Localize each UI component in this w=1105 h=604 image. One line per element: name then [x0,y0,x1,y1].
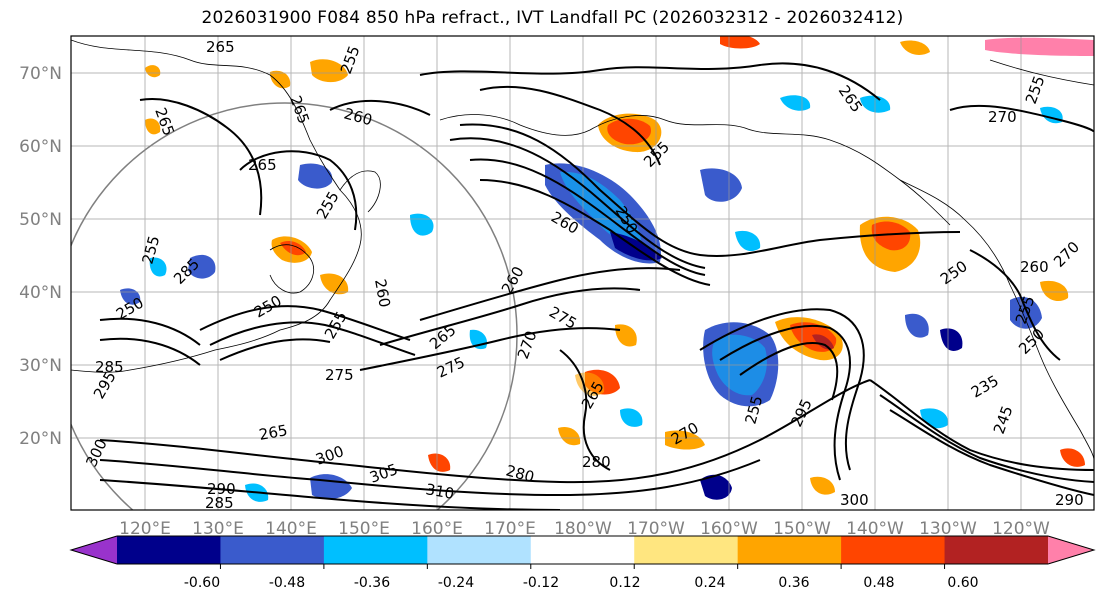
contour-label: 290 [207,480,236,498]
contour-label: 270 [988,108,1017,126]
colorbar-tick-label: 0.12 [609,575,640,591]
lon-label-140w: 140°W [846,519,904,539]
colorbar-segment [841,536,946,564]
lat-label-30n: 30°N [19,356,62,376]
colorbar-segment [427,536,532,564]
colorbar-segment [737,536,842,564]
lon-label-150e: 150°E [338,519,390,539]
lon-label-180w: 180°W [554,519,612,539]
lon-label-170e: 170°E [484,519,536,539]
landfall-region-circle [71,102,518,510]
colorbar-segment [634,536,739,564]
lon-label-120e: 120°E [119,519,171,539]
contour-label: 260 [1020,258,1049,276]
lat-label-50n: 50°N [19,210,62,230]
contour-label: 265 [248,156,277,174]
colorbar: -0.60 -0.48 -0.36 -0.24 -0.12 0.12 0.24 … [69,535,1096,591]
lon-label-130w: 130°W [919,519,977,539]
latitude-labels: 70°N 60°N 50°N 40°N 30°N 20°N [19,64,62,449]
lat-label-20n: 20°N [19,429,62,449]
contour-label: 265 [206,38,235,56]
contour-lines [99,62,1094,510]
lat-label-60n: 60°N [19,137,62,157]
lat-label-40n: 40°N [19,283,62,303]
colorbar-tick-label: -0.12 [523,575,559,591]
contour-label: 300 [840,491,869,509]
colorbar-segment [944,536,1049,564]
lon-label-160w: 160°W [700,519,758,539]
lon-label-170w: 170°W [627,519,685,539]
colorbar-tick-label: 0.36 [778,575,809,591]
contour-label: 290 [1055,491,1084,509]
contour-label: 285 [95,358,124,376]
lon-label-150w: 150°W [773,519,831,539]
map-frame [70,35,1095,511]
colorbar-tick-label: 0.60 [947,575,978,591]
colorbar-tick-label: -0.36 [354,575,390,591]
colorbar-segment [530,536,635,564]
colorbar-tick-label: -0.60 [184,575,220,591]
lon-label-130e: 130°E [192,519,244,539]
lon-label-140e: 140°E [265,519,317,539]
colorbar-segment [117,536,221,564]
lat-label-70n: 70°N [19,64,62,84]
contour-label: 285 [205,494,234,512]
contour-label: 275 [325,366,354,384]
colorbar-tick-label: 0.48 [863,575,894,591]
colorbar-labels: -0.60 -0.48 -0.36 -0.24 -0.12 0.12 0.24 … [184,575,979,591]
coastlines [71,39,1094,461]
colorbar-segment [323,536,428,564]
colorbar-tick-label: 0.24 [694,575,725,591]
contour-label: 310 [424,480,455,503]
colorbar-ticks [219,564,946,569]
contour-label: 265 [258,421,289,444]
map-title: 2026031900 F084 850 hPa refract., IVT La… [201,8,904,28]
lon-label-120w: 120°W [992,519,1050,539]
graticule [71,36,1094,510]
colorbar-tick-label: -0.24 [438,575,474,591]
longitude-labels: 120°E 130°E 140°E 150°E 160°E 170°E 180°… [119,519,1050,539]
colorbar-tick-label: -0.48 [269,575,305,591]
colorbar-segment [220,536,325,564]
lon-label-160e: 160°E [411,519,463,539]
colorbar-extend-max [1048,536,1094,564]
colorbar-segments [71,536,1094,564]
contour-label: 280 [582,453,611,471]
contour-label: 260 [371,278,394,309]
colorbar-extend-min [71,536,117,564]
